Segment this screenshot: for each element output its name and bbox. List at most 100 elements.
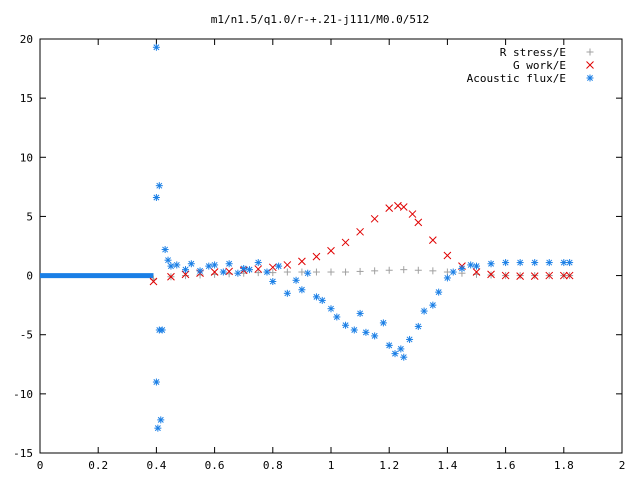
data-point xyxy=(385,341,393,349)
data-point xyxy=(210,268,219,276)
data-point xyxy=(342,268,350,276)
x-tick-label: 0.2 xyxy=(88,459,108,472)
series-layer xyxy=(40,43,574,432)
data-point xyxy=(501,271,510,280)
data-point xyxy=(414,266,422,274)
data-point xyxy=(487,260,495,268)
data-point xyxy=(152,43,160,51)
axes: 0 0.2 0.4 0.6 0.8 1 1.2 1.4 1.6 1.8 2 20 15 10 5 0 -5 -10… xyxy=(13,33,625,472)
data-point xyxy=(406,335,414,343)
data-point xyxy=(149,277,158,286)
data-point xyxy=(152,378,160,386)
y-tick-label: -15 xyxy=(13,447,33,460)
legend-label: R stress/E xyxy=(500,46,566,59)
data-point xyxy=(283,261,292,269)
data-point xyxy=(379,319,387,327)
data-point xyxy=(182,272,189,280)
y-tick-label: -5 xyxy=(20,329,33,342)
data-point xyxy=(263,268,271,276)
data-point xyxy=(414,218,423,227)
data-point xyxy=(530,272,539,281)
data-point xyxy=(385,204,394,213)
data-point xyxy=(219,268,227,276)
data-point xyxy=(472,268,481,276)
data-point xyxy=(292,276,300,284)
data-point xyxy=(560,259,568,267)
data-point xyxy=(400,353,408,361)
data-point xyxy=(211,261,219,269)
data-point xyxy=(350,326,358,334)
data-point xyxy=(158,326,166,334)
data-point xyxy=(362,328,370,336)
y-tick-label: 10 xyxy=(20,151,33,164)
data-point xyxy=(298,268,306,276)
data-point xyxy=(318,296,326,304)
data-point xyxy=(254,269,262,277)
data-point xyxy=(333,313,341,321)
data-point xyxy=(449,268,457,276)
y-tick-label: -10 xyxy=(13,388,33,401)
x-tick-label: 0.6 xyxy=(205,459,225,472)
data-point xyxy=(414,322,422,330)
data-point xyxy=(385,266,393,274)
data-point xyxy=(559,271,568,280)
data-point xyxy=(275,262,283,270)
data-point xyxy=(565,271,574,280)
data-point xyxy=(566,259,574,267)
legend-marker xyxy=(586,74,594,82)
data-point xyxy=(225,260,233,268)
data-point xyxy=(167,272,175,281)
x-tick-label: 0.8 xyxy=(263,459,283,472)
y-tick-label: 15 xyxy=(20,92,33,105)
series-0 xyxy=(149,266,574,283)
y-tick-label: 0 xyxy=(26,270,33,283)
data-point xyxy=(487,270,495,279)
x-tick-label: 1.4 xyxy=(437,459,457,472)
data-point xyxy=(152,194,160,202)
data-point xyxy=(234,269,242,277)
data-point xyxy=(397,345,405,353)
data-point xyxy=(428,236,437,244)
data-point xyxy=(516,272,525,281)
data-point xyxy=(312,252,321,261)
x-tick-label: 1.2 xyxy=(379,459,399,472)
legend-marker xyxy=(586,48,594,56)
x-tick-label: 0.4 xyxy=(146,459,166,472)
data-point xyxy=(467,261,475,269)
data-point xyxy=(225,267,234,276)
data-point xyxy=(298,257,306,266)
data-point xyxy=(155,182,163,190)
data-point xyxy=(502,259,510,267)
data-point xyxy=(342,321,350,329)
data-point xyxy=(429,301,437,309)
series-2 xyxy=(152,43,574,432)
data-point xyxy=(341,238,350,247)
data-point xyxy=(356,227,364,236)
y-tick-label: 5 xyxy=(26,210,33,223)
data-point xyxy=(473,262,480,270)
data-point xyxy=(312,268,320,276)
data-point xyxy=(400,266,408,274)
data-point xyxy=(391,350,399,358)
x-tick-label: 1 xyxy=(328,459,335,472)
series-1 xyxy=(149,201,574,286)
data-point xyxy=(399,203,408,211)
x-tick-label: 2 xyxy=(619,459,626,472)
data-point xyxy=(545,259,553,267)
data-point xyxy=(154,424,162,432)
data-point xyxy=(187,260,195,268)
data-point xyxy=(327,305,335,313)
data-point xyxy=(254,265,263,273)
data-point xyxy=(196,267,204,275)
data-point xyxy=(298,286,306,294)
data-point xyxy=(205,262,213,270)
data-point xyxy=(458,264,466,272)
data-point xyxy=(312,293,320,301)
data-point xyxy=(408,210,417,218)
y-tick-label: 20 xyxy=(20,33,33,46)
data-point xyxy=(531,259,539,267)
data-point xyxy=(394,201,402,210)
data-point xyxy=(254,259,262,267)
data-point xyxy=(157,416,165,424)
